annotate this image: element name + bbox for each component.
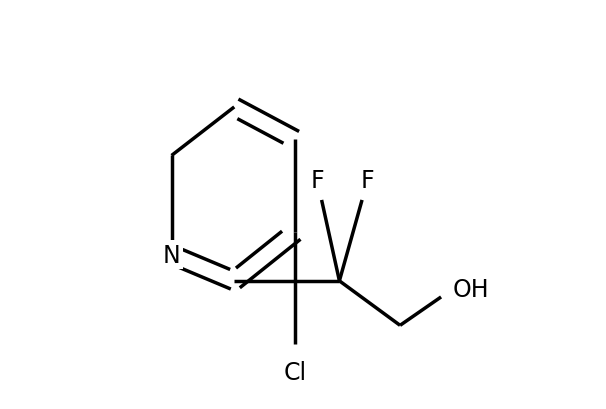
Text: F: F — [361, 169, 375, 192]
Text: F: F — [310, 169, 324, 192]
Text: Cl: Cl — [284, 360, 307, 384]
Text: OH: OH — [453, 277, 489, 301]
Text: N: N — [162, 243, 181, 267]
